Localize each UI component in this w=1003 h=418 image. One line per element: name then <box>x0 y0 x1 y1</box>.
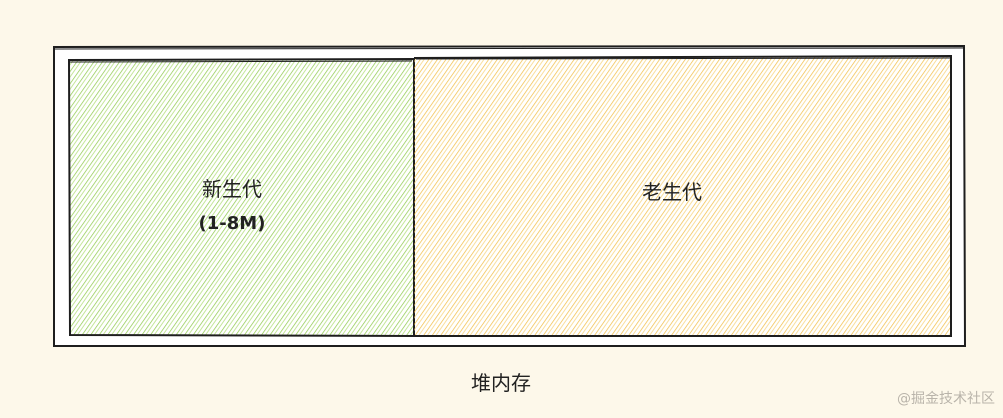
young-generation-size-label: (1-8M) <box>199 213 266 234</box>
old-generation-block: 老生代 <box>413 54 952 337</box>
young-generation-block: 新生代 (1-8M) <box>67 57 415 338</box>
old-generation-label: 老生代 <box>642 180 702 204</box>
juejin-watermark: @掘金技术社区 <box>897 391 995 407</box>
young-generation-label: 新生代 <box>202 177 262 201</box>
heap-memory-caption: 堆内存 <box>471 371 531 395</box>
